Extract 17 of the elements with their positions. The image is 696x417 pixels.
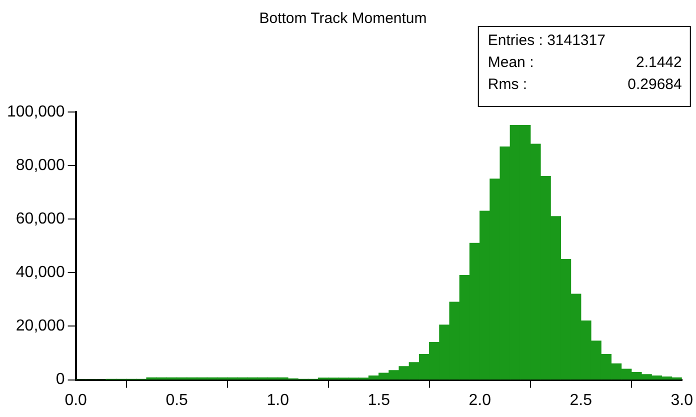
x-tick-label: 1.5 [368,392,390,409]
y-tick-label: 0 [56,371,65,388]
chart-title: Bottom Track Momentum [259,10,427,28]
y-tick-label: 20,000 [16,318,65,335]
x-tick-label: 3.0 [670,392,694,409]
y-tick-label: 40,000 [16,264,65,282]
text: Mean : 2.1442 [488,54,682,71]
x-tick-label: 2.5 [570,392,592,409]
x-tick-label: 2.0 [468,392,492,409]
x-tick-label: 0.0 [64,392,88,409]
y-tick-label: 80,000 [16,156,65,174]
x-tick-label: 0.5 [166,392,188,409]
y-tick-label: 60,000 [16,210,65,228]
x-tick-label: 1.0 [266,392,290,409]
y-tick-label: 100,000 [6,103,65,120]
text: Rms : 0.29684 [488,76,682,93]
text: Entries : 3141317 [488,32,606,49]
